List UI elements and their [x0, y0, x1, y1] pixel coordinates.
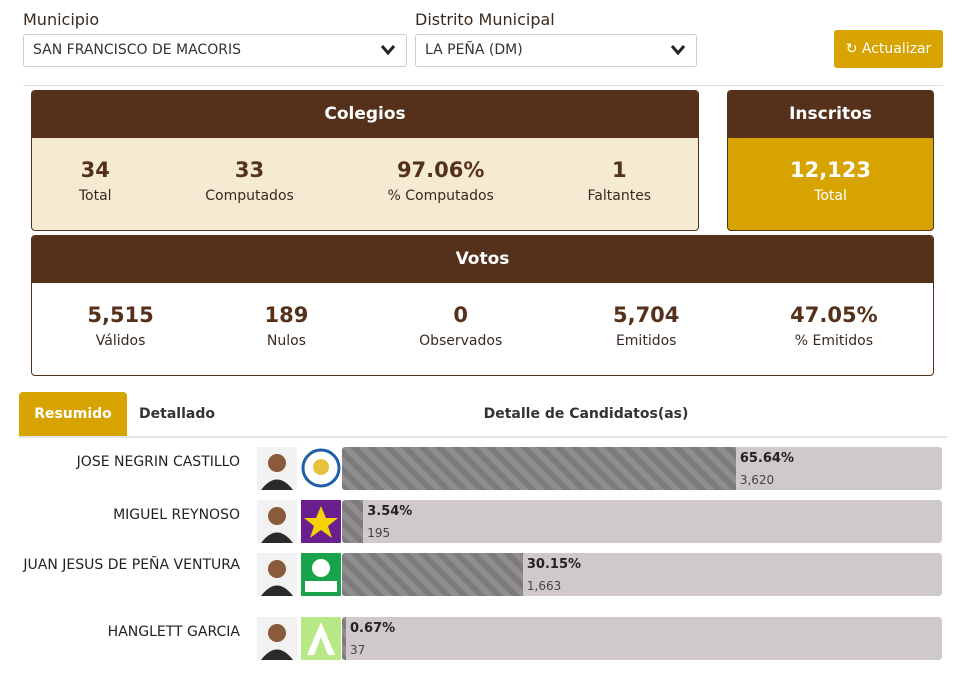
stat-label: % Emitidos	[794, 333, 873, 349]
stat: 5,704 Emitidos	[613, 303, 679, 349]
stat-label: Faltantes	[587, 188, 652, 204]
section-title: Detalle de Candidatos(as)	[483, 406, 689, 422]
candidate-photo	[257, 500, 297, 543]
stat: 1 Faltantes	[588, 158, 652, 204]
dropdown[interactable]: SAN FRANCISCO DE MACORIS	[23, 34, 407, 67]
stat-value: 34	[80, 158, 110, 182]
candidate-name: JOSE NEGRIN CASTILLO	[76, 454, 240, 470]
stat: 34 Total	[79, 158, 112, 204]
dropdown-value: SAN FRANCISCO DE MACORIS	[33, 42, 241, 58]
percent-label: 3.54%	[367, 504, 413, 519]
stat: 33 Computados	[205, 158, 294, 204]
stats: 12,123 Total	[728, 138, 933, 204]
candidate-photo	[257, 617, 297, 660]
chevron	[670, 45, 686, 56]
stat-label: Total	[814, 188, 847, 204]
stats: 5,515 Válidos 189 Nulos 0 Observados 5,704 Emit…	[32, 283, 933, 349]
stat-label: Total	[78, 188, 112, 204]
percent-label: 30.15%	[526, 557, 582, 572]
stat-label: Observados	[419, 333, 503, 349]
divider	[23, 85, 943, 86]
votes-label: 37	[350, 643, 366, 657]
bar	[342, 447, 736, 490]
votes-label: 195	[367, 526, 391, 540]
stat-label: Emitidos	[615, 333, 677, 349]
stat-value: 0	[453, 303, 468, 327]
bar	[342, 553, 523, 596]
candidate-name: JUAN JESUS DE PEÑA VENTURA	[23, 557, 240, 573]
votos-card: Votos 5,515 Válidos 189 Nulos 0 Observados 5,7…	[31, 235, 934, 376]
bar-track	[342, 500, 942, 543]
stat-value: 189	[264, 303, 309, 327]
card-title: Votos	[32, 236, 933, 283]
dropdown-value: LA PEÑA (DM)	[425, 42, 523, 58]
party-logo	[301, 617, 341, 660]
bar	[342, 500, 364, 543]
colegios-card: Colegios 34 Total 33 Computados 97.06% % Comp…	[31, 90, 699, 231]
stat: 189 Nulos	[265, 303, 309, 349]
stats: 34 Total 33 Computados 97.06% % Computados 1 Fa…	[32, 138, 698, 204]
divider	[19, 436, 947, 438]
stat-label: % Computados	[387, 188, 494, 204]
stat-value: 1	[612, 158, 627, 182]
stat-label: Válidos	[95, 333, 146, 349]
card-title: Inscritos	[728, 91, 933, 138]
bar-track	[342, 447, 942, 490]
party-logo	[301, 553, 341, 596]
inscritos-card: Inscritos 12,123 Total	[727, 90, 934, 231]
label: Distrito Municipal	[415, 10, 555, 29]
stat-label: Nulos	[266, 333, 306, 349]
stat: 0 Observados	[419, 303, 502, 349]
percent-label: 65.64%	[739, 451, 794, 466]
candidate-name: HANGLETT GARCIA	[107, 624, 240, 640]
party-logo	[301, 447, 341, 490]
stat-value: 12,123	[789, 158, 872, 182]
tab-active[interactable]: Resumido	[19, 392, 127, 436]
candidate-name: MIGUEL REYNOSO	[113, 507, 240, 523]
stat-value: 33	[234, 158, 265, 182]
card-title: Colegios	[32, 91, 698, 138]
bar-track	[342, 553, 942, 596]
label: Municipio	[23, 10, 100, 29]
stat: 5,515 Válidos	[87, 303, 153, 349]
stat: 97.06% % Computados	[388, 158, 494, 204]
candidate-photo	[257, 553, 297, 596]
chevron	[380, 45, 396, 56]
candidate-photo	[257, 447, 297, 490]
stat-label: Computados	[205, 188, 294, 204]
stat-value: 5,515	[87, 303, 154, 327]
stat-value: 5,704	[612, 303, 680, 327]
refresh-button[interactable]: ↻ Actualizar	[834, 30, 943, 68]
stat-value: 97.06%	[396, 158, 485, 182]
tab[interactable]: Detallado	[139, 406, 215, 422]
bar	[342, 617, 347, 660]
refresh-icon: ↻	[845, 41, 858, 57]
stat-value: 47.05%	[790, 303, 878, 327]
stat: 12,123 Total	[790, 158, 871, 204]
stat: 47.05% % Emitidos	[790, 303, 877, 349]
button-label: Actualizar	[861, 41, 932, 57]
percent-label: 0.67%	[350, 621, 396, 636]
votes-label: 1,663	[526, 579, 562, 593]
party-logo	[301, 500, 341, 543]
bar-track	[342, 617, 942, 660]
dropdown[interactable]: LA PEÑA (DM)	[415, 34, 697, 67]
votes-label: 3,620	[739, 473, 775, 487]
